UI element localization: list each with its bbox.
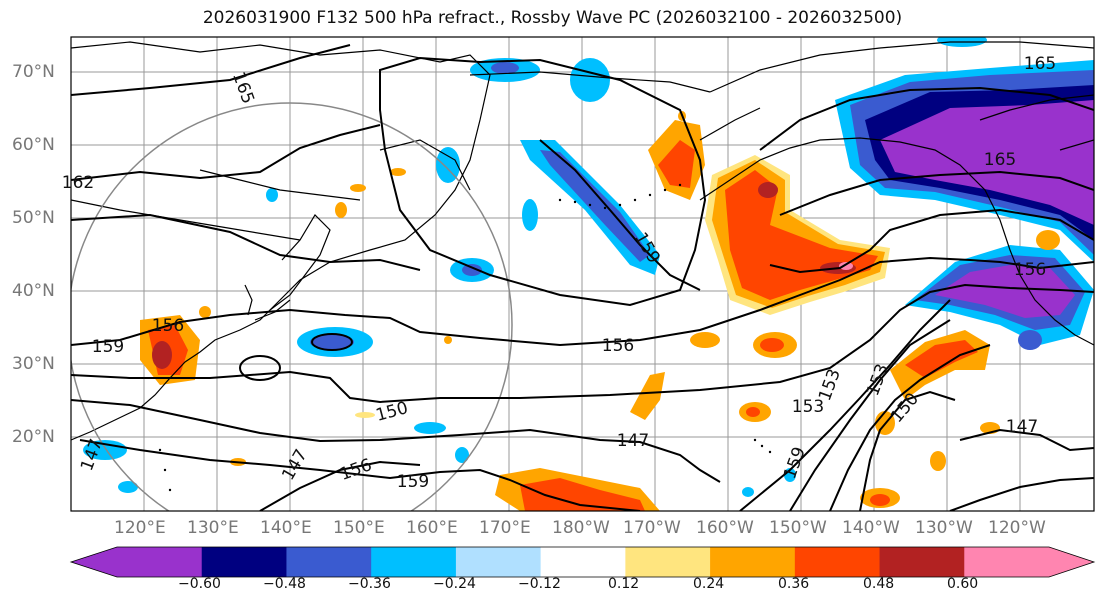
contour-label: 147 <box>1006 417 1038 437</box>
contour-label: 156 <box>602 336 634 356</box>
contour-label: 147 <box>617 431 649 451</box>
range-circle <box>71 102 513 511</box>
colorbar-tick: −0.36 <box>348 576 391 592</box>
contour-label: 159 <box>92 337 124 357</box>
colorbar-tick: −0.60 <box>178 576 221 592</box>
lat-label-30n: 30°N <box>12 354 55 374</box>
lon-label-130w: 130°W <box>915 518 973 538</box>
colorbar-right-extend <box>1049 547 1094 577</box>
contour-label: 153 <box>863 361 893 398</box>
lon-label-140w: 140°W <box>842 518 900 538</box>
colorbar-segment <box>625 547 711 577</box>
positive-anomaly-misc <box>140 111 1060 511</box>
negative-anomaly-small <box>83 37 1042 497</box>
contour-label: 156 <box>337 455 374 485</box>
colorbar-tick: −0.12 <box>518 576 561 592</box>
colorbar-segment <box>455 547 542 577</box>
lon-label-120w: 120°W <box>988 518 1046 538</box>
colorbar-tick: 0.24 <box>693 576 725 592</box>
lat-label-20n: 20°N <box>12 427 55 447</box>
colorbar-segment <box>286 547 372 577</box>
colorbar-segment <box>964 547 1050 577</box>
lat-label-70n: 70°N <box>12 62 55 82</box>
colorbar-segment <box>879 547 965 577</box>
contour-label: 153 <box>792 397 824 417</box>
contour-label: 165 <box>228 69 258 106</box>
colorbar-tick: −0.24 <box>433 576 476 592</box>
negative-anomaly-northeast <box>835 60 1094 262</box>
colorbar-left-extend <box>71 547 117 577</box>
geopotential-contours <box>71 44 1094 511</box>
negative-anomaly-east <box>905 245 1094 345</box>
contour-label: 162 <box>62 173 94 193</box>
colorbar-segment <box>117 547 203 577</box>
colorbar-segment <box>371 547 457 577</box>
lon-label-150e: 150°E <box>333 518 385 538</box>
map-frame <box>70 36 1095 512</box>
contour-label: 147 <box>77 436 107 473</box>
lat-label-40n: 40°N <box>12 281 55 301</box>
lon-label-140e: 140°E <box>260 518 312 538</box>
lon-label-160e: 160°E <box>406 518 458 538</box>
lon-label-150w: 150°W <box>769 518 827 538</box>
contour-label: 147 <box>278 446 312 484</box>
colorbar-outline <box>69 546 1096 578</box>
contour-label: 159 <box>780 444 810 481</box>
contour-label: 156 <box>152 316 184 336</box>
contour-label: 165 <box>1024 54 1056 74</box>
colorbar-tick: 0.48 <box>863 576 895 592</box>
negative-anomaly-diagonal <box>520 140 660 275</box>
lat-label-50n: 50°N <box>12 208 55 228</box>
colorbar-segment <box>201 547 287 577</box>
island-chains <box>158 183 772 492</box>
lon-label-170w: 170°W <box>623 518 681 538</box>
colorbar-segment <box>794 547 881 577</box>
colorbar-segment <box>540 547 626 577</box>
lat-label-60n: 60°N <box>12 135 55 155</box>
lon-label-120e: 120°E <box>114 518 166 538</box>
lon-label-180w: 180°W <box>552 518 610 538</box>
colorbar-tick: −0.48 <box>263 576 306 592</box>
contour-label: 156 <box>1014 260 1046 280</box>
lon-label-130e: 130°E <box>187 518 239 538</box>
map-title: 2026031900 F132 500 hPa refract., Rossby… <box>202 8 903 28</box>
colorbar <box>69 546 1096 578</box>
contour-label: 165 <box>984 150 1016 170</box>
colorbar-tick: 0.12 <box>608 576 640 592</box>
colorbar-segment <box>710 547 796 577</box>
lon-label-160w: 160°W <box>696 518 754 538</box>
colorbar-tick: 0.36 <box>778 576 810 592</box>
contour-label: 159 <box>397 472 429 492</box>
lon-label-170e: 170°E <box>479 518 531 538</box>
colorbar-tick: 0.60 <box>947 576 979 592</box>
